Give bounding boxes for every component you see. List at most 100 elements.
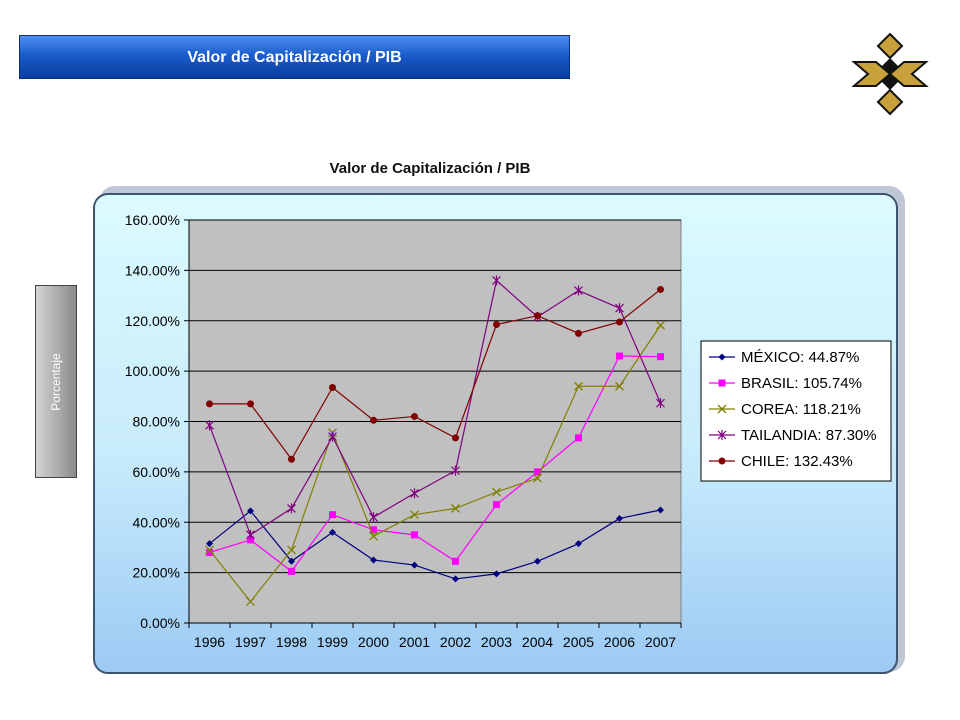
data-point: [288, 557, 295, 565]
y-tick-label: 20.00%: [133, 565, 180, 581]
data-point: [370, 416, 377, 424]
data-point: [329, 383, 336, 391]
y-tick-label: 0.00%: [140, 615, 180, 631]
stacked-chevrons-logo-icon: [851, 32, 929, 116]
y-tick-label: 160.00%: [125, 212, 180, 228]
data-point: [370, 556, 377, 564]
x-tick-label: 1999: [317, 634, 348, 650]
chart-title: Valor de Capitalización / PIB: [329, 160, 531, 177]
legend-label: TAILANDIA: 87.30%: [741, 427, 877, 444]
data-point: [616, 514, 623, 522]
line-chart: 0.00% 20.00% 40.00% 60.00% 80.00% 100.00% 120.…: [125, 212, 892, 650]
data-point: [328, 431, 337, 442]
data-point: [205, 545, 214, 555]
data-point: [616, 318, 623, 326]
y-tick-label: 60.00%: [133, 464, 180, 480]
data-point: [574, 381, 583, 391]
data-point: [369, 531, 378, 541]
series-line-4: [209, 288, 661, 461]
data-point: [493, 501, 500, 509]
data-point: [205, 420, 214, 431]
data-point: [206, 540, 213, 548]
data-point: [534, 468, 541, 476]
legend-label: CHILE: 132.43%: [741, 453, 853, 470]
x-tick-label: 2005: [563, 634, 594, 650]
data-point: [411, 412, 418, 420]
data-point: [616, 352, 623, 360]
legend-label: MÉXICO: 44.87%: [741, 349, 859, 366]
x-tick-label: 1998: [276, 634, 307, 650]
data-point: [370, 526, 377, 534]
chart-panel: 0.00% 20.00% 40.00% 60.00% 80.00% 100.00% 120.…: [93, 193, 898, 674]
data-point: [534, 312, 541, 320]
data-point: [615, 303, 624, 314]
header-banner: Valor de Capitalización / PIB: [19, 35, 570, 79]
data-point: [575, 540, 582, 548]
legend-label: BRASIL: 105.74%: [741, 375, 862, 392]
y-tick-label: 120.00%: [125, 313, 180, 329]
data-point: [410, 488, 419, 499]
series-line-2: [209, 324, 661, 603]
data-point: [452, 575, 459, 583]
x-tick-label: 2003: [481, 634, 512, 650]
data-point: [247, 536, 254, 544]
legend-marker: [717, 404, 727, 414]
data-point: [411, 561, 418, 569]
data-point: [534, 557, 541, 565]
data-point: [288, 455, 295, 463]
data-point: [206, 548, 213, 556]
data-point: [656, 320, 665, 330]
x-tick-label: 2000: [358, 634, 389, 650]
data-point: [329, 511, 336, 519]
x-tick-label: 2007: [645, 634, 676, 650]
legend-marker: [718, 353, 726, 361]
data-point: [574, 285, 583, 296]
data-point: [246, 597, 255, 607]
y-axis-label: Porcentaje: [49, 352, 63, 411]
x-tick-label: 1996: [194, 634, 225, 650]
data-point: [657, 285, 664, 293]
y-tick-label: 140.00%: [125, 262, 180, 278]
data-point: [493, 321, 500, 329]
series-line-1: [209, 355, 661, 573]
data-point: [369, 512, 378, 523]
data-point: [288, 567, 295, 575]
header-title: Valor de Capitalización / PIB: [187, 49, 402, 66]
data-point: [575, 434, 582, 442]
data-point: [329, 528, 336, 536]
data-point: [656, 398, 665, 409]
x-tick-label: 2006: [604, 634, 635, 650]
data-point: [452, 557, 459, 565]
data-point: [287, 503, 296, 514]
x-tick-label: 1997: [235, 634, 266, 650]
data-point: [615, 381, 624, 391]
y-tick-label: 100.00%: [125, 363, 180, 379]
data-point: [493, 570, 500, 578]
x-tick-label: 2002: [440, 634, 471, 650]
data-point: [287, 545, 296, 555]
data-point: [492, 487, 501, 497]
data-point: [411, 531, 418, 539]
data-point: [533, 473, 542, 483]
data-point: [247, 507, 254, 515]
x-tick-label: 2001: [399, 634, 430, 650]
series-line-3: [208, 279, 662, 536]
data-point: [492, 275, 501, 286]
data-point: [657, 353, 664, 361]
legend-marker: [718, 379, 726, 387]
legend-marker: [717, 430, 727, 440]
legend-box: [700, 340, 892, 482]
y-tick-label: 80.00%: [133, 414, 180, 430]
data-point: [451, 465, 460, 476]
ylabel-box: Porcentaje: [35, 285, 77, 478]
series-line-0: [209, 509, 661, 580]
data-point: [246, 529, 255, 540]
data-point: [451, 503, 460, 513]
data-point: [410, 510, 419, 520]
legend-label: COREA: 118.21%: [741, 401, 861, 418]
x-tick-label: 2004: [522, 634, 553, 650]
data-point: [452, 434, 459, 442]
data-point: [657, 506, 664, 514]
legend-marker: [718, 457, 726, 465]
data-point: [575, 329, 582, 337]
